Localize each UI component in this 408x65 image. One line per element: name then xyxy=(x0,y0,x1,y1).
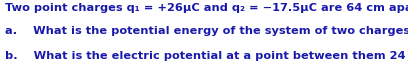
Text: a.    What is the potential energy of the system of two charges?: a. What is the potential energy of the s… xyxy=(5,26,408,36)
Text: b.    What is the electric potential at a point between them 24 cm from q₁?: b. What is the electric potential at a p… xyxy=(5,51,408,61)
Text: Two point charges q₁ = +26μC and q₂ = −17.5μC are 64 cm apart.: Two point charges q₁ = +26μC and q₂ = −1… xyxy=(5,3,408,13)
